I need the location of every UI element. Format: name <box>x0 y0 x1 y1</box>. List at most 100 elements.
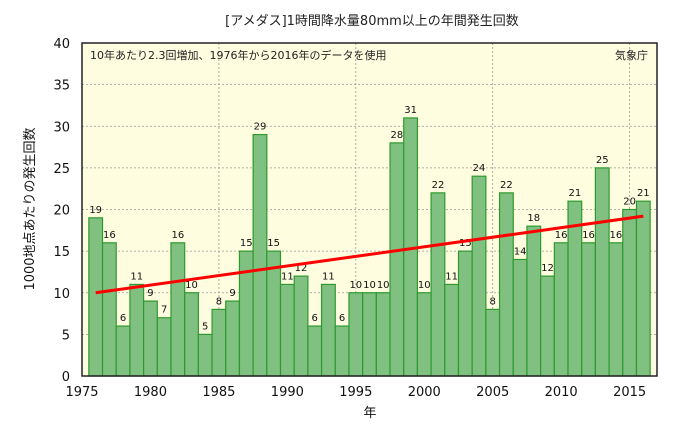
data-label-2001: 22 <box>432 180 445 191</box>
bar-2010 <box>553 242 569 377</box>
bar-2013 <box>594 167 610 377</box>
bar-2007 <box>512 258 528 377</box>
bar-1977 <box>101 242 117 377</box>
bar-2002 <box>444 283 460 377</box>
data-label-2004: 24 <box>473 163 486 174</box>
data-label-2006: 22 <box>500 180 513 191</box>
data-label-1982: 16 <box>171 230 184 241</box>
plot-frame <box>81 42 658 377</box>
data-label-2007: 14 <box>514 246 527 257</box>
x-tick-label: 1985 <box>202 385 235 400</box>
x-tick-label: 2005 <box>476 385 509 400</box>
bar-1978 <box>115 325 131 377</box>
data-label-1999: 31 <box>404 105 417 116</box>
data-label-2014: 16 <box>610 230 623 241</box>
bar-1993 <box>320 283 336 377</box>
data-label-1989: 15 <box>267 238 280 249</box>
data-label-1985: 8 <box>216 296 222 307</box>
data-label-1996: 10 <box>363 280 376 291</box>
x-tick-label: 1995 <box>339 385 372 400</box>
y-tick-label: 5 <box>62 328 70 343</box>
x-ticks: 1975 1980 1985 1990 1995 2000 2005 2010 2015 <box>65 385 646 400</box>
annotation-text: 10年あたり2.3回増加、1976年から2016年のデータを使用 <box>90 48 386 62</box>
data-label-1987: 15 <box>240 238 253 249</box>
data-label-1984: 5 <box>202 321 208 332</box>
bar-1998 <box>389 142 405 377</box>
data-label-1992: 6 <box>312 313 318 324</box>
y-tick-label: 20 <box>53 204 70 219</box>
data-label-1993: 11 <box>322 271 335 282</box>
data-label-2015: 20 <box>623 197 636 208</box>
x-axis-label: 年 <box>363 406 376 421</box>
y-tick-label: 30 <box>53 120 70 135</box>
data-label-1986: 9 <box>229 288 235 299</box>
data-label-2008: 18 <box>527 213 540 224</box>
source-label: 気象庁 <box>615 48 648 62</box>
y-tick-label: 0 <box>62 370 70 385</box>
bar-1996 <box>362 292 377 377</box>
y-tick-label: 10 <box>53 287 70 302</box>
bar-1990 <box>279 283 295 377</box>
bar-1976 <box>88 217 104 377</box>
x-tick-label: 1990 <box>271 385 304 400</box>
bar-2006 <box>498 192 514 377</box>
bar-2009 <box>540 275 555 377</box>
x-tick-label: 1975 <box>65 385 98 400</box>
bar-2003 <box>457 250 473 377</box>
bar-1994 <box>334 325 350 377</box>
bar-1979 <box>129 283 145 377</box>
bar-1997 <box>375 292 391 377</box>
bar-1984 <box>197 333 213 377</box>
trend-line <box>95 214 644 295</box>
data-label-1995: 10 <box>349 280 362 291</box>
data-label-2011: 21 <box>568 188 581 199</box>
x-tick-label: 2010 <box>545 385 578 400</box>
bar-2000 <box>416 292 432 377</box>
bar-2016 <box>635 200 651 377</box>
x-tick-label: 2000 <box>408 385 441 400</box>
data-label-1998: 28 <box>391 130 404 141</box>
bar-2001 <box>430 192 446 377</box>
data-label-1994: 6 <box>339 313 345 324</box>
bar-2015 <box>622 208 638 377</box>
bar-1992 <box>307 325 323 377</box>
bar-1995 <box>348 292 364 377</box>
y-tick-label: 35 <box>53 79 70 94</box>
y-axis-label: 1000地点あたりの発生回数 <box>23 127 38 290</box>
data-label-1988: 29 <box>254 122 267 133</box>
data-label-2009: 12 <box>541 263 554 274</box>
data-label-1979: 11 <box>130 271 143 282</box>
data-label-2016: 21 <box>637 188 650 199</box>
data-label-1980: 9 <box>147 288 153 299</box>
data-label-1978: 6 <box>120 313 126 324</box>
data-label-2010: 16 <box>555 230 568 241</box>
data-label-2002: 11 <box>445 271 458 282</box>
data-label-1977: 16 <box>103 230 116 241</box>
y-ticks: 0 5 10 15 20 25 30 35 40 <box>53 37 70 385</box>
data-label-1997: 10 <box>377 280 390 291</box>
bar-1985 <box>211 308 227 377</box>
bar-1986 <box>225 300 241 377</box>
y-tick-label: 25 <box>53 162 70 177</box>
y-tick-label: 40 <box>53 37 70 52</box>
bar-2005 <box>485 308 501 377</box>
data-label-1991: 12 <box>295 263 308 274</box>
chart-title: [アメダス]1時間降水量80mm以上の年間発生回数 <box>225 14 519 29</box>
y-tick-label: 15 <box>53 245 70 260</box>
data-label-2000: 10 <box>418 280 431 291</box>
data-label-2012: 16 <box>582 230 595 241</box>
data-label-1983: 10 <box>185 280 198 291</box>
bar-1980 <box>143 300 158 377</box>
bar-2014 <box>608 242 624 377</box>
data-label-2003: 15 <box>459 238 472 249</box>
data-label-2013: 25 <box>596 155 609 166</box>
data-label-1976: 19 <box>89 205 102 216</box>
x-tick-label: 1980 <box>134 385 167 400</box>
bar-1981 <box>156 317 172 377</box>
bar-2008 <box>526 225 542 377</box>
data-label-1981: 7 <box>161 305 167 316</box>
bar-2004 <box>471 175 487 377</box>
bar-2012 <box>581 242 596 377</box>
